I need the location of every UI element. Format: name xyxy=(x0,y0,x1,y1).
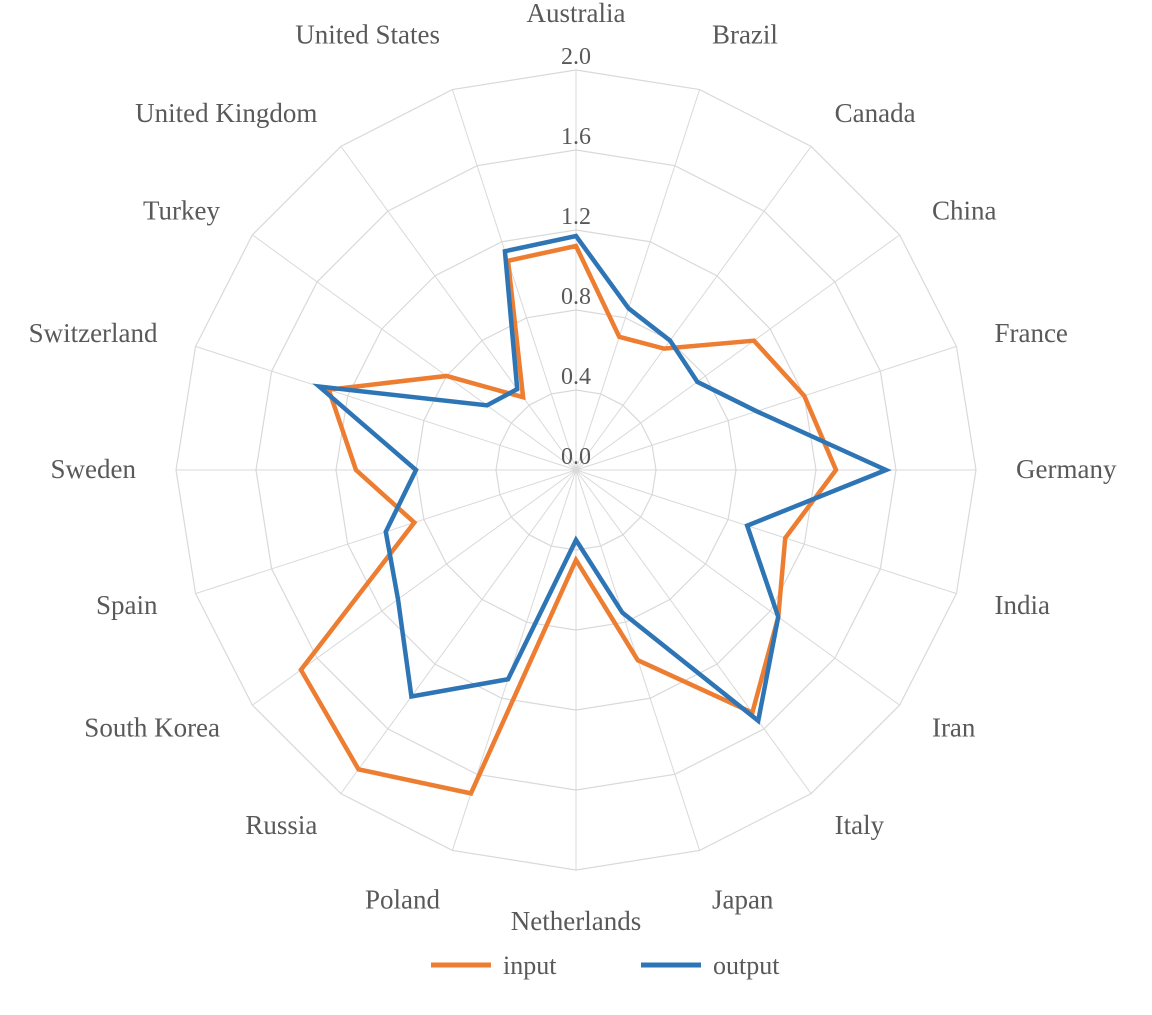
axis-label: Iran xyxy=(932,713,976,743)
spoke xyxy=(576,346,956,470)
tick-label: 0.0 xyxy=(561,444,591,470)
radar-svg: 0.0 0.4 0.8 1.2 1.6 2.0 Australia Brazil Canada C… xyxy=(0,0,1152,1015)
axis-label: Brazil xyxy=(712,20,778,50)
axis-label: Russia xyxy=(245,810,317,840)
tick-label: 0.8 xyxy=(561,284,591,310)
radar-chart: 0.0 0.4 0.8 1.2 1.6 2.0 Australia Brazil Canada C… xyxy=(0,0,1152,1015)
spoke xyxy=(576,470,900,705)
axis-label: Turkey xyxy=(143,195,221,225)
spoke xyxy=(576,235,900,470)
series-group xyxy=(301,236,886,793)
tick-label: 0.4 xyxy=(561,364,591,390)
spokes xyxy=(176,70,976,870)
legend-label-input: input xyxy=(503,951,557,980)
axis-label: United States xyxy=(295,20,440,50)
axis-label: Netherlands xyxy=(511,906,641,936)
tick-label: 2.0 xyxy=(561,44,591,70)
axis-label: South Korea xyxy=(84,713,220,743)
axis-label: United Kingdom xyxy=(135,98,317,128)
spoke xyxy=(341,470,576,794)
tick-label: 1.6 xyxy=(561,124,591,150)
axis-label: Australia xyxy=(527,0,626,28)
spoke xyxy=(452,90,576,470)
axis-label: Germany xyxy=(1016,454,1117,484)
axis-label: Switzerland xyxy=(29,318,158,348)
axis-label: Italy xyxy=(835,810,885,840)
axis-label: Japan xyxy=(712,884,774,914)
spoke xyxy=(341,146,576,470)
legend: input output xyxy=(431,951,780,980)
spoke xyxy=(252,235,576,470)
axis-label: Canada xyxy=(835,98,916,128)
axis-label: France xyxy=(994,318,1067,348)
axis-label: Spain xyxy=(96,590,158,620)
legend-label-output: output xyxy=(713,951,780,980)
axis-label: India xyxy=(994,590,1049,620)
axis-label: China xyxy=(932,195,997,225)
axis-label: Poland xyxy=(365,884,441,914)
axis-label: Sweden xyxy=(51,454,137,484)
tick-label: 1.2 xyxy=(561,204,591,230)
